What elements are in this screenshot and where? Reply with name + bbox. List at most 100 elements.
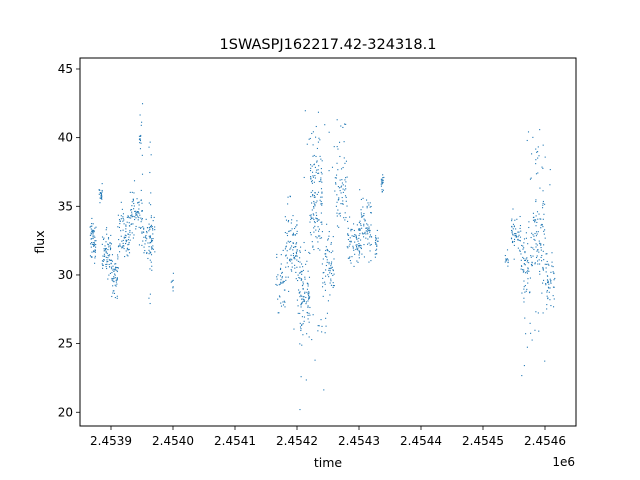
data-point	[523, 365, 525, 367]
data-point	[307, 285, 309, 287]
data-point	[289, 258, 291, 260]
data-point	[551, 261, 553, 263]
data-point	[115, 267, 117, 269]
data-point	[542, 190, 544, 192]
data-point	[299, 291, 301, 293]
data-point	[323, 271, 325, 274]
data-point	[109, 242, 112, 244]
data-point	[309, 221, 311, 223]
data-point	[317, 235, 320, 237]
data-point	[359, 233, 361, 235]
data-point	[90, 256, 93, 258]
data-point	[304, 278, 306, 280]
data-point	[95, 240, 97, 242]
data-point	[312, 175, 314, 177]
data-point	[302, 298, 304, 300]
data-point	[154, 226, 156, 228]
data-point	[129, 239, 131, 241]
data-point	[347, 220, 349, 222]
data-point	[544, 156, 546, 158]
data-point	[360, 214, 363, 216]
data-point	[382, 177, 384, 179]
data-point	[102, 264, 104, 266]
data-point	[336, 215, 338, 217]
data-point	[295, 255, 297, 257]
data-point	[367, 202, 369, 204]
data-point	[296, 224, 298, 226]
data-point	[336, 225, 339, 227]
data-point	[92, 237, 94, 240]
data-point	[363, 213, 365, 215]
data-point	[338, 197, 340, 199]
data-point	[303, 241, 305, 244]
data-point	[312, 213, 314, 215]
data-point	[285, 246, 287, 248]
data-point	[308, 336, 310, 338]
data-point	[300, 328, 302, 330]
data-point	[102, 267, 104, 269]
data-point	[550, 305, 552, 307]
data-point	[358, 244, 360, 247]
data-point	[105, 250, 107, 252]
data-point	[301, 285, 304, 287]
data-point	[315, 212, 317, 214]
data-point	[350, 262, 352, 264]
data-point	[530, 332, 532, 334]
data-point	[320, 180, 322, 182]
data-point	[115, 281, 117, 283]
data-point	[318, 165, 320, 167]
data-point	[126, 248, 128, 250]
data-point	[537, 248, 539, 251]
data-point	[150, 252, 152, 254]
data-point	[150, 224, 153, 226]
data-point	[523, 269, 525, 271]
data-point	[294, 234, 296, 236]
data-point	[141, 121, 143, 123]
data-point	[511, 240, 514, 242]
data-point	[301, 278, 303, 280]
data-point	[317, 219, 319, 221]
data-point	[126, 221, 128, 223]
data-point	[532, 234, 534, 236]
data-point	[121, 240, 123, 242]
data-point	[152, 248, 154, 250]
data-point	[140, 227, 142, 229]
data-point	[141, 173, 144, 175]
data-point	[104, 248, 106, 250]
data-point	[318, 180, 320, 183]
data-point	[172, 279, 174, 281]
data-point	[107, 278, 109, 280]
data-point	[149, 228, 151, 230]
data-point	[511, 226, 513, 228]
data-point	[115, 279, 117, 281]
data-point	[538, 330, 540, 332]
data-point	[129, 229, 131, 232]
data-point	[345, 200, 347, 202]
data-point	[541, 260, 543, 262]
data-point	[93, 230, 95, 232]
data-point	[530, 263, 533, 266]
data-point	[535, 159, 537, 161]
data-point	[150, 217, 152, 219]
data-point	[147, 257, 149, 260]
data-point	[299, 261, 301, 263]
data-point	[517, 231, 519, 233]
data-point	[127, 255, 129, 257]
data-point	[325, 264, 327, 267]
data-point	[363, 244, 365, 246]
data-point	[354, 234, 356, 236]
data-point	[115, 263, 117, 265]
data-point	[312, 195, 314, 197]
data-point	[381, 183, 383, 185]
data-point	[552, 271, 554, 273]
data-point	[111, 279, 113, 281]
data-point	[326, 312, 328, 314]
data-point	[368, 229, 370, 231]
data-point	[120, 215, 122, 217]
data-point	[361, 216, 363, 218]
data-point	[301, 324, 303, 326]
data-point	[303, 296, 305, 298]
data-point	[102, 260, 104, 263]
data-point	[330, 278, 332, 280]
data-point	[119, 220, 121, 222]
